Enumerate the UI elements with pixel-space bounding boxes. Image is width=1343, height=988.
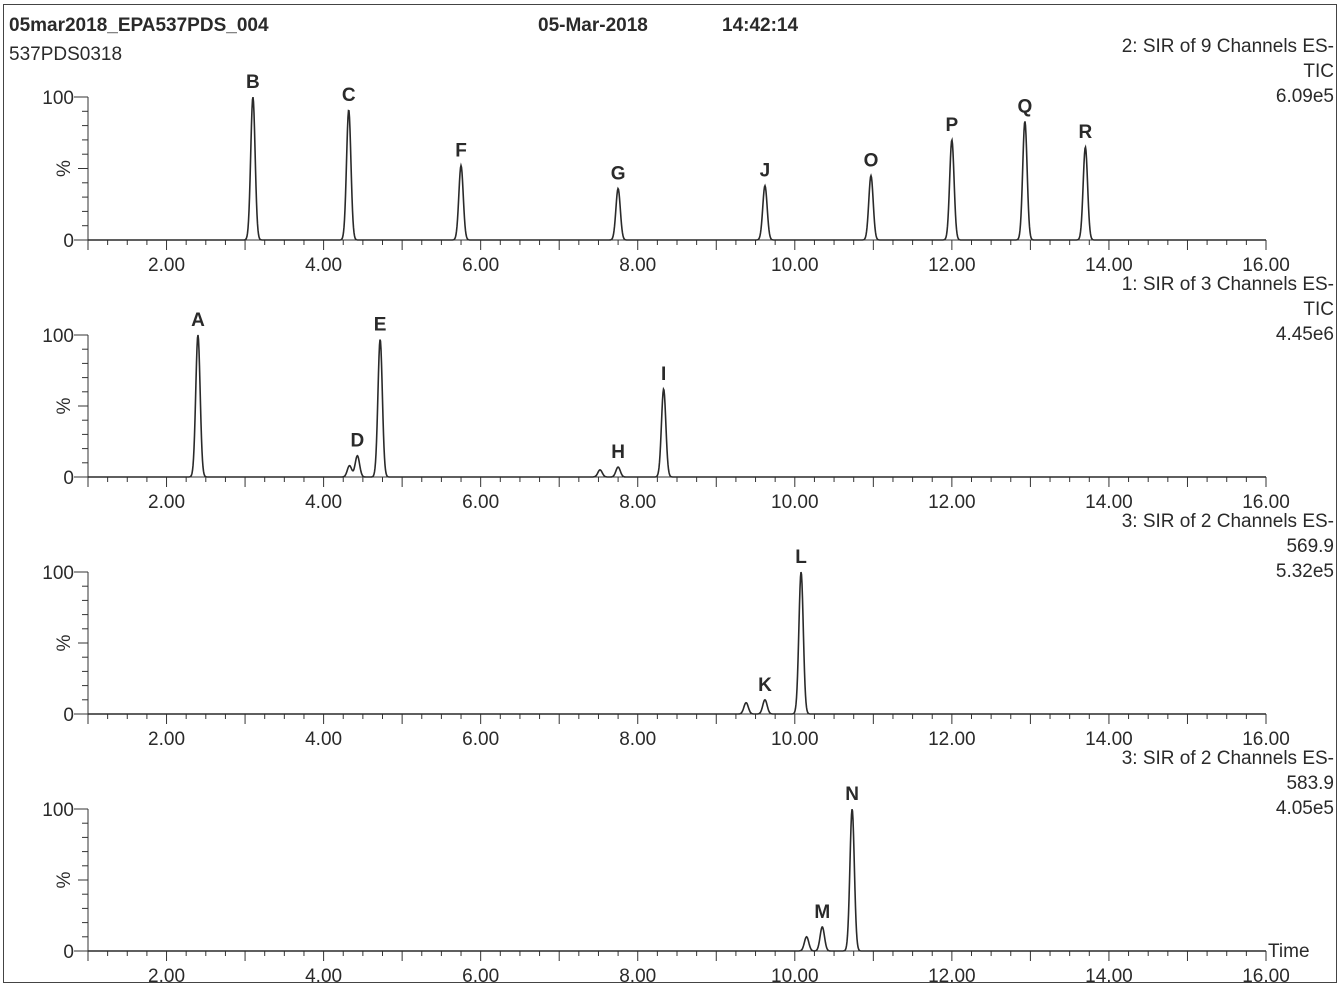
acquisition-date: 05-Mar-2018 xyxy=(538,15,648,36)
chromatogram-trace xyxy=(88,571,1266,715)
x-tick-label: 4.00 xyxy=(305,729,342,750)
peak-label: R xyxy=(1079,122,1093,143)
x-tick-label: 14.00 xyxy=(1085,966,1133,987)
x-axis-label: Time xyxy=(1268,941,1310,962)
channel-legend-line: TIC xyxy=(1303,299,1334,320)
peak-label: D xyxy=(351,431,365,452)
acquisition-time: 14:42:14 xyxy=(722,15,799,36)
x-tick-label: 16.00 xyxy=(1242,729,1290,750)
channel-legend-line: 4.05e5 xyxy=(1276,798,1334,819)
x-tick-label: 2.00 xyxy=(148,255,185,276)
peak-label: G xyxy=(611,164,626,185)
x-tick-label: 16.00 xyxy=(1242,255,1290,276)
x-tick-label: 6.00 xyxy=(462,966,499,987)
x-tick-label: 8.00 xyxy=(619,729,656,750)
x-tick-label: 4.00 xyxy=(305,966,342,987)
y-axis-label: % xyxy=(54,160,75,177)
peak-label: N xyxy=(845,784,859,805)
y-tick-label: 100 xyxy=(42,800,74,821)
channel-legend-line: TIC xyxy=(1303,61,1334,82)
peak-label: O xyxy=(864,151,879,172)
x-tick-label: 10.00 xyxy=(771,492,819,513)
y-tick-label: 0 xyxy=(63,468,74,489)
peak-label: M xyxy=(814,902,830,923)
x-tick-label: 8.00 xyxy=(619,966,656,987)
chromatogram-frame xyxy=(3,4,1337,983)
x-tick-label: 10.00 xyxy=(771,255,819,276)
peak-label: B xyxy=(246,72,260,93)
y-tick-label: 100 xyxy=(42,88,74,109)
x-tick-label: 14.00 xyxy=(1085,729,1133,750)
peak-label: K xyxy=(758,675,772,696)
x-tick-label: 6.00 xyxy=(462,255,499,276)
x-tick-label: 12.00 xyxy=(928,255,976,276)
x-tick-label: 4.00 xyxy=(305,492,342,513)
x-tick-label: 14.00 xyxy=(1085,255,1133,276)
file-name: 05mar2018_EPA537PDS_004 xyxy=(9,15,269,36)
channel-legend-line: 2: SIR of 9 Channels ES- xyxy=(1122,36,1334,57)
y-tick-label: 0 xyxy=(63,705,74,726)
x-tick-label: 10.00 xyxy=(771,729,819,750)
channel-legend-line: 6.09e5 xyxy=(1276,86,1334,107)
y-tick-label: 0 xyxy=(63,942,74,963)
x-tick-label: 12.00 xyxy=(928,966,976,987)
peak-label: I xyxy=(661,364,666,385)
x-tick-label: 6.00 xyxy=(462,492,499,513)
chromatogram-trace xyxy=(88,334,1266,478)
channel-legend-line: 3: SIR of 2 Channels ES- xyxy=(1122,748,1334,769)
peak-label: Q xyxy=(1018,96,1033,117)
x-tick-label: 2.00 xyxy=(148,966,185,987)
x-tick-label: 4.00 xyxy=(305,255,342,276)
x-tick-label: 8.00 xyxy=(619,255,656,276)
y-tick-label: 100 xyxy=(42,563,74,584)
y-axis-label: % xyxy=(54,871,75,888)
peak-label: E xyxy=(374,314,387,335)
y-axis-label: % xyxy=(54,634,75,651)
x-tick-label: 2.00 xyxy=(148,492,185,513)
x-tick-label: 10.00 xyxy=(771,966,819,987)
x-tick-label: 12.00 xyxy=(928,492,976,513)
peak-label: A xyxy=(191,310,205,331)
channel-legend-line: 3: SIR of 2 Channels ES- xyxy=(1122,511,1334,532)
chromatogram-trace xyxy=(88,808,1266,952)
peak-label: H xyxy=(611,442,625,463)
x-tick-label: 6.00 xyxy=(462,729,499,750)
channel-legend-line: 4.45e6 xyxy=(1276,324,1334,345)
sample-name: 537PDS0318 xyxy=(9,44,123,65)
x-tick-label: 16.00 xyxy=(1242,966,1290,987)
channel-legend-line: 569.9 xyxy=(1286,536,1334,557)
channel-legend-line: 583.9 xyxy=(1286,773,1334,794)
peak-label: L xyxy=(795,547,807,568)
channel-legend-line: 1: SIR of 3 Channels ES- xyxy=(1122,274,1334,295)
peak-label: J xyxy=(760,161,771,182)
x-tick-label: 2.00 xyxy=(148,729,185,750)
y-tick-label: 100 xyxy=(42,326,74,347)
channel-legend-line: 5.32e5 xyxy=(1276,561,1334,582)
x-tick-label: 16.00 xyxy=(1242,492,1290,513)
x-tick-label: 14.00 xyxy=(1085,492,1133,513)
y-axis-label: % xyxy=(54,397,75,414)
x-tick-label: 8.00 xyxy=(619,492,656,513)
peak-label: F xyxy=(455,141,467,162)
peak-label: P xyxy=(946,115,959,136)
peak-label: C xyxy=(342,85,356,106)
x-tick-label: 12.00 xyxy=(928,729,976,750)
chromatogram-trace xyxy=(88,96,1266,241)
y-tick-label: 0 xyxy=(63,231,74,252)
